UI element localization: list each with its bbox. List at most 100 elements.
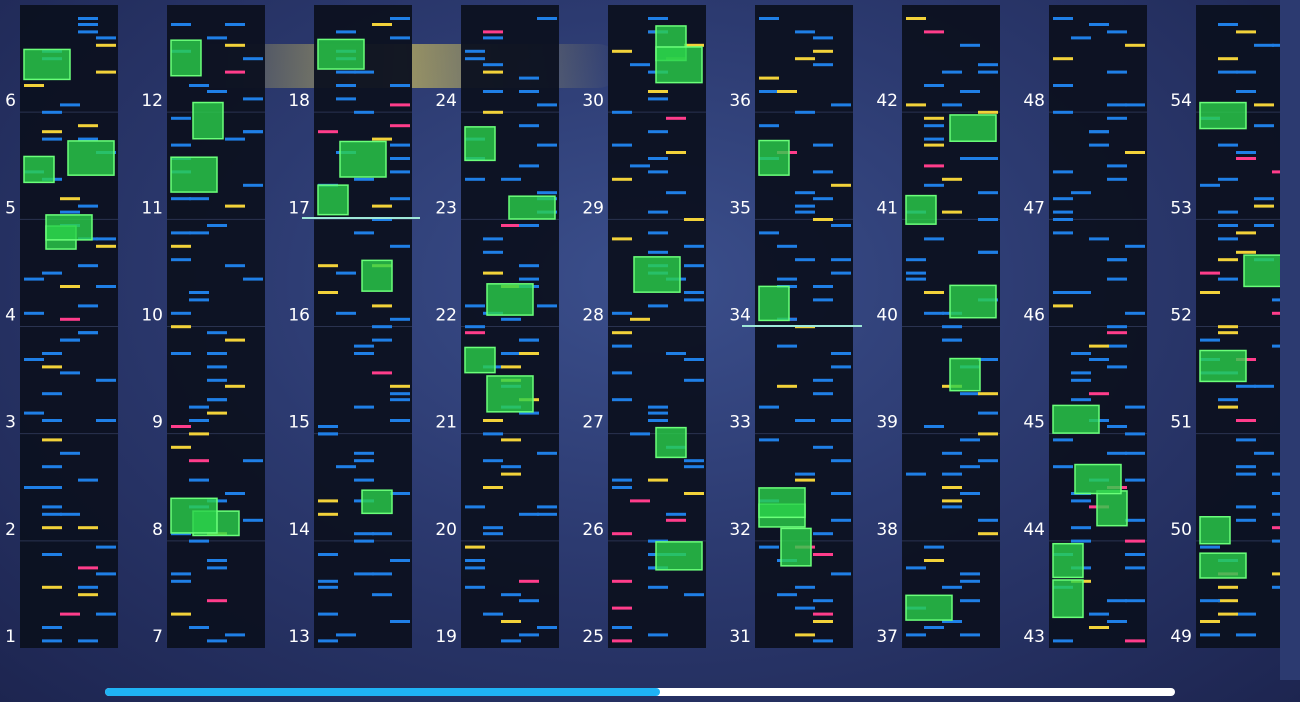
note [831,419,851,422]
note [42,486,62,489]
note [537,103,557,107]
note [666,518,686,522]
measure-number: 10 [141,306,163,326]
note [465,566,485,570]
note [1125,151,1145,154]
note [42,137,62,141]
note [1089,23,1109,26]
note [978,110,998,114]
note [60,612,80,616]
note [1236,231,1256,235]
note [372,23,392,26]
note [924,311,944,315]
note [978,70,998,74]
note [171,116,191,120]
note [1218,57,1238,61]
measure-number: 18 [288,91,310,111]
note [942,505,962,509]
note [318,639,338,643]
note [1200,271,1220,275]
measure-number: 15 [288,413,310,433]
note [1107,365,1127,369]
note [501,365,521,369]
hold-note [633,256,681,293]
note [465,325,485,329]
note [42,271,62,275]
note [60,103,80,107]
note [906,277,926,281]
note [354,70,374,74]
hold-note [486,283,534,316]
note [207,559,227,562]
note [795,204,815,208]
note [648,478,668,482]
note [189,405,209,409]
note [924,626,944,629]
note [906,566,926,570]
measure-number: 43 [1023,627,1045,647]
hold-note [361,259,393,292]
note [372,593,392,597]
note [189,432,209,436]
note [924,183,944,187]
note [924,425,944,428]
note [189,84,209,87]
note [1071,191,1091,195]
note [1236,157,1256,160]
note [318,425,338,428]
note [390,559,410,562]
note [978,532,998,536]
hold-note [1052,404,1100,434]
note [1053,57,1073,61]
note [336,97,356,101]
measure-number: 52 [1170,306,1192,326]
note [924,237,944,241]
note [207,411,227,415]
note [1200,545,1220,549]
note [684,465,704,469]
note [207,378,227,382]
note [1125,478,1145,482]
note [519,224,539,227]
note [813,532,833,536]
note [78,204,98,208]
hold-note [170,39,202,77]
note [978,392,998,396]
note [978,191,998,195]
note [1218,258,1238,262]
note [1107,620,1127,623]
note [171,244,191,248]
note [465,49,485,53]
note [924,291,944,294]
note [777,384,797,388]
hold-note [758,487,806,519]
note [960,465,980,469]
note [924,30,944,34]
note [483,612,503,616]
note [243,459,263,463]
columns: 1234567891011121314151617181920212223242… [5,0,1300,680]
hold-note [192,101,224,140]
measure-number: 27 [582,413,604,433]
note [78,137,98,141]
note [612,478,632,482]
note [795,30,815,34]
note [354,231,374,235]
hold-note [170,497,218,534]
note [519,633,539,637]
measure-number: 42 [876,91,898,111]
note [318,291,338,294]
note [171,532,191,536]
note [795,472,815,476]
note [1218,585,1238,589]
note [831,352,851,355]
measure-number: 54 [1170,91,1192,111]
note [537,626,557,629]
note [1053,84,1073,87]
note [501,177,521,181]
note [906,271,926,275]
measure-number: 24 [435,91,457,111]
measure-number: 21 [435,413,457,433]
note [978,411,998,415]
note [243,183,263,187]
